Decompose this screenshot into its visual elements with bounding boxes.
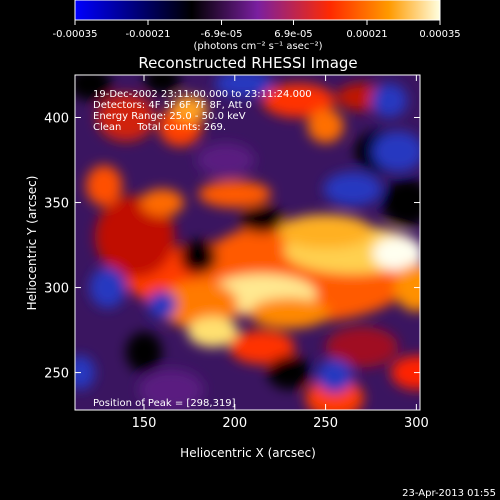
y-tick-label: 300 [44, 282, 69, 297]
heatmap-region [325, 326, 399, 368]
heatmap-region [214, 75, 273, 98]
heatmap-region [140, 188, 184, 217]
plot-frame [74, 74, 421, 411]
heatmap-region [89, 267, 126, 308]
axis-ticks: 150 200 250 300 250 300 350 400 [44, 75, 429, 431]
heatmap-region [198, 180, 272, 208]
colorbar-tick-label: -0.00035 [53, 29, 98, 40]
y-tick-label: 250 [44, 367, 69, 382]
heatmap-region [262, 83, 335, 118]
colorbar-tick-label: -6.9e-05 [201, 29, 243, 40]
colorbar-tick-label: 0.00035 [419, 29, 460, 40]
heatmap-region [187, 316, 239, 348]
y-tick-label: 350 [44, 197, 69, 212]
annotation-energy-range: Energy Range: 25.0 - 50.0 keV [93, 111, 246, 122]
heatmap-region [96, 93, 155, 142]
heatmap-region [85, 165, 123, 206]
heatmap-region [158, 280, 239, 329]
heatmap-region [370, 83, 408, 118]
heatmap-region [144, 75, 181, 94]
colorbar: -0.00035 -0.00021 -6.9e-05 6.9e-05 0.00021 0.… [53, 0, 461, 52]
heatmap-region [249, 297, 330, 329]
colorbar-tick-label: 6.9e-05 [274, 29, 312, 40]
x-tick-label: 200 [222, 416, 247, 431]
heatmap-region [381, 178, 420, 227]
heatmap-region [125, 331, 163, 373]
colorbar-gradient [74, 0, 441, 21]
heatmap-region [267, 355, 312, 390]
heatmap-region [390, 355, 420, 390]
heatmap-region [180, 239, 217, 274]
heatmap-region [75, 355, 95, 390]
heatmap-region [323, 171, 382, 206]
heatmap-region [94, 195, 175, 278]
heatmap-region [307, 109, 344, 144]
heatmap-region [75, 75, 112, 101]
heatmap-region [138, 369, 204, 410]
heatmap-region [240, 205, 284, 234]
x-tick-label: 150 [132, 416, 157, 431]
footer-timestamp: 23-Apr-2013 01:55 [402, 488, 496, 499]
heatmap-region [372, 236, 420, 271]
annotation-counts: Clean Total counts: 269. [93, 122, 226, 133]
colorbar-units: (photons cm⁻² s⁻¹ asec⁻²) [193, 41, 322, 52]
heatmap-region [394, 263, 420, 312]
x-tick-label: 300 [404, 416, 429, 431]
heatmap-region [229, 330, 295, 365]
x-tick-label: 250 [313, 416, 338, 431]
heatmap-region [171, 95, 208, 123]
heatmap-region [147, 290, 177, 319]
heatmap-region [196, 143, 255, 178]
colorbar-tick-label: 0.00021 [346, 29, 387, 40]
colorbar-tick-label: -0.00021 [126, 29, 171, 40]
annotation-detectors: Detectors: 4F 5F 6F 7F 8F, Att 0 [93, 100, 252, 111]
heatmap-image [75, 75, 420, 410]
heatmap-region [278, 214, 373, 249]
y-axis-label: Heliocentric Y (arcsec) [25, 176, 39, 311]
x-axis-label: Heliocentric X (arcsec) [180, 446, 316, 460]
peak-position-label: Position of Peak = [298,319] [93, 398, 236, 409]
heatmap-region [372, 131, 420, 172]
y-tick-label: 400 [44, 112, 69, 127]
annotation-time-range: 19-Dec-2002 23:11:00.000 to 23:11:24.000 [93, 89, 312, 100]
annotation-block: 19-Dec-2002 23:11:00.000 to 23:11:24.000… [93, 89, 312, 133]
heatmap-region [316, 358, 353, 393]
chart-title: Reconstructed RHESSI Image [138, 54, 357, 72]
